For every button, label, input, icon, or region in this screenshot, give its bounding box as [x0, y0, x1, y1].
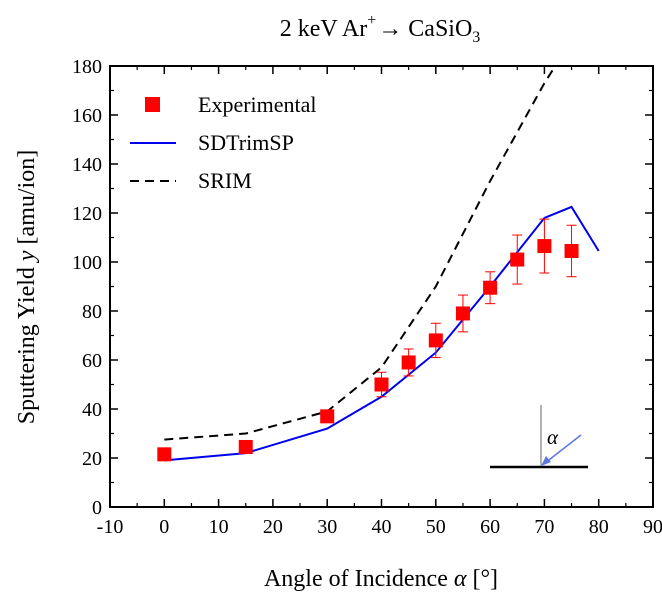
- x-tick-label: 70: [534, 516, 554, 538]
- inset-alpha-label: α: [547, 425, 559, 449]
- legend-label-experimental: Experimental: [198, 92, 317, 117]
- x-tick-label: 0: [159, 516, 169, 538]
- y-tick-label: 20: [82, 448, 102, 470]
- legend-label-sdtrimsp: SDTrimSP: [198, 130, 294, 155]
- x-axis: -10 0 10 20 30 40 50 60 70 80 90: [97, 66, 662, 538]
- y-axis: 0 20 40 60 80 100 120 140 160 180: [72, 56, 653, 519]
- data-point-experimental: [374, 377, 389, 392]
- legend: Experimental SDTrimSP SRIM: [130, 92, 317, 193]
- x-tick-label: 50: [426, 516, 446, 538]
- x-tick-label: 80: [589, 516, 609, 538]
- data-point-experimental: [455, 306, 470, 321]
- data-point-experimental: [510, 252, 525, 267]
- series-layer: [157, 65, 600, 462]
- arrow-icon: →: [378, 16, 402, 42]
- x-tick-label: 40: [372, 516, 392, 538]
- y-tick-label: 100: [72, 252, 102, 274]
- y-tick-label: 0: [92, 497, 102, 519]
- x-tick-label: -10: [97, 516, 124, 538]
- x-tick-label: 90: [643, 516, 662, 538]
- y-tick-label: 120: [72, 203, 102, 225]
- data-point-experimental: [537, 239, 552, 254]
- plot-frame: [109, 65, 654, 508]
- data-point-experimental: [428, 333, 443, 348]
- y-tick-label: 140: [72, 154, 102, 176]
- x-tick-label: 20: [263, 516, 283, 538]
- inset-arrowhead-icon: [541, 456, 551, 466]
- series-line-srim: [164, 65, 557, 441]
- chart-title: 2 keV Ar+→ CaSiO3: [280, 12, 481, 46]
- x-tick-label: 10: [209, 516, 229, 538]
- data-point-experimental: [238, 439, 253, 454]
- series-line-sdtrimsp: [164, 205, 600, 462]
- y-tick-label: 60: [82, 350, 102, 372]
- data-point-experimental: [320, 409, 335, 424]
- x-tick-label: 60: [480, 516, 500, 538]
- incidence-inset: α: [490, 405, 588, 469]
- legend-marker-experimental: [145, 97, 160, 112]
- legend-label-srim: SRIM: [198, 168, 252, 193]
- data-point-experimental: [401, 355, 416, 370]
- y-tick-label: 40: [82, 399, 102, 421]
- x-tick-label: 30: [317, 516, 337, 538]
- y-tick-label: 180: [72, 56, 102, 78]
- y-tick-label: 80: [82, 301, 102, 323]
- x-axis-title: Angle of Incidence α [°]: [264, 566, 498, 592]
- y-axis-title: Sputtering Yield y [amu/ion]: [14, 150, 40, 424]
- y-tick-label: 160: [72, 105, 102, 127]
- data-point-experimental: [483, 280, 498, 295]
- inset-beam: [544, 434, 582, 464]
- data-point-experimental: [157, 447, 172, 462]
- data-point-experimental: [564, 243, 579, 258]
